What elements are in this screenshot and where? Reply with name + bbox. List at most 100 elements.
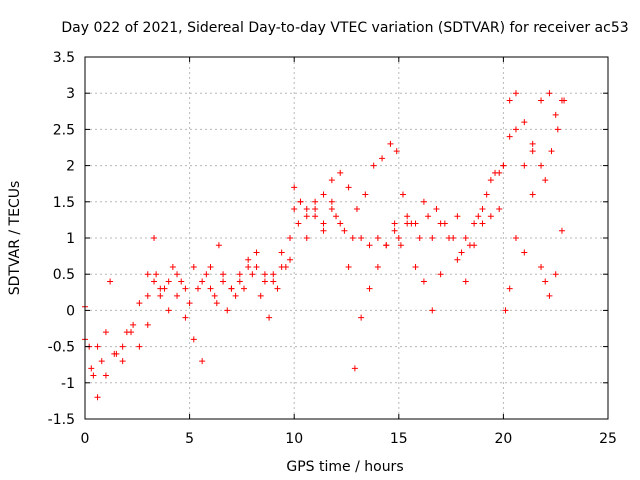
data-point	[297, 198, 304, 205]
data-point	[151, 235, 158, 241]
x-tick-label: 15	[390, 431, 408, 447]
data-point	[492, 169, 499, 176]
data-point	[337, 220, 344, 227]
data-point	[479, 220, 486, 227]
data-point	[458, 249, 465, 256]
data-point	[366, 242, 373, 249]
data-point	[119, 358, 126, 365]
data-point	[506, 285, 513, 292]
data-point	[358, 314, 365, 321]
data-point	[412, 263, 419, 270]
data-point	[479, 206, 486, 213]
data-point	[165, 278, 172, 285]
data-point	[437, 271, 444, 278]
data-point	[433, 206, 440, 213]
data-point	[512, 126, 519, 133]
data-point	[199, 278, 206, 285]
data-point	[341, 227, 348, 234]
data-point	[153, 271, 160, 278]
x-tick-label: 10	[285, 431, 303, 447]
x-tick-labels: 0 5 10 15 20 25	[81, 431, 617, 447]
data-point	[425, 213, 432, 220]
data-series-2	[82, 177, 565, 379]
data-point	[144, 271, 151, 278]
data-point	[182, 285, 189, 292]
data-point	[416, 235, 423, 241]
data-point	[270, 278, 277, 285]
data-point	[144, 292, 151, 299]
data-point	[521, 249, 528, 256]
data-point	[548, 148, 555, 155]
y-tick-label: 1.5	[53, 195, 75, 211]
data-point	[151, 278, 158, 285]
data-point	[270, 271, 277, 278]
data-point	[506, 133, 513, 140]
y-tick-label: 2	[66, 159, 75, 175]
data-point	[282, 263, 289, 270]
data-point	[236, 278, 243, 285]
data-point	[552, 111, 559, 118]
data-point	[224, 307, 231, 314]
data-point	[253, 249, 260, 256]
data-point	[174, 292, 181, 299]
data-point	[496, 206, 503, 213]
data-point	[420, 198, 427, 205]
axis-ticks	[84, 56, 609, 420]
data-point	[408, 220, 415, 227]
data-point	[454, 256, 461, 263]
data-point	[391, 227, 398, 234]
data-point	[261, 271, 268, 278]
data-point	[395, 235, 402, 241]
data-point	[337, 169, 344, 176]
data-point	[257, 292, 264, 299]
y-axis-label: SDTVAR / TECUs	[7, 181, 23, 296]
data-point	[558, 227, 565, 234]
data-point	[383, 242, 390, 249]
x-tick-label: 0	[81, 431, 90, 447]
data-point	[291, 184, 298, 191]
data-point	[328, 177, 335, 184]
data-point	[295, 220, 302, 227]
data-point	[203, 271, 210, 278]
data-point	[157, 292, 164, 299]
data-point	[213, 300, 220, 307]
data-point	[182, 314, 189, 321]
data-point	[186, 300, 193, 307]
data-point	[475, 213, 482, 220]
y-tick-labels: -1.5 -1 -0.5 0 0.5 1 1.5 2 2.5 3 3.5	[48, 50, 75, 428]
data-point	[391, 220, 398, 227]
data-point	[165, 307, 172, 314]
data-series-3	[144, 90, 565, 307]
data-point	[393, 148, 400, 155]
data-point	[207, 285, 214, 292]
data-point	[512, 90, 519, 97]
data-point	[345, 184, 352, 191]
data-point	[328, 206, 335, 213]
data-point	[529, 148, 536, 155]
data-point	[94, 394, 101, 401]
data-point	[506, 97, 513, 104]
data-point	[88, 365, 95, 372]
data-point	[462, 278, 469, 285]
data-point	[399, 191, 406, 198]
data-point	[454, 213, 461, 220]
data-point	[345, 263, 352, 270]
data-point	[278, 249, 285, 256]
data-points	[82, 90, 568, 401]
data-point	[178, 278, 185, 285]
data-point	[387, 140, 394, 147]
data-point	[245, 256, 252, 263]
data-point	[521, 119, 528, 126]
data-point	[351, 365, 358, 372]
data-point	[303, 235, 310, 241]
data-point	[190, 263, 197, 270]
data-point	[303, 213, 310, 220]
data-point	[450, 235, 457, 241]
data-point	[546, 292, 553, 299]
data-point	[349, 235, 356, 241]
data-point	[379, 155, 386, 162]
x-tick-label: 25	[599, 431, 617, 447]
data-point	[366, 285, 373, 292]
y-tick-label: 1	[66, 231, 75, 247]
